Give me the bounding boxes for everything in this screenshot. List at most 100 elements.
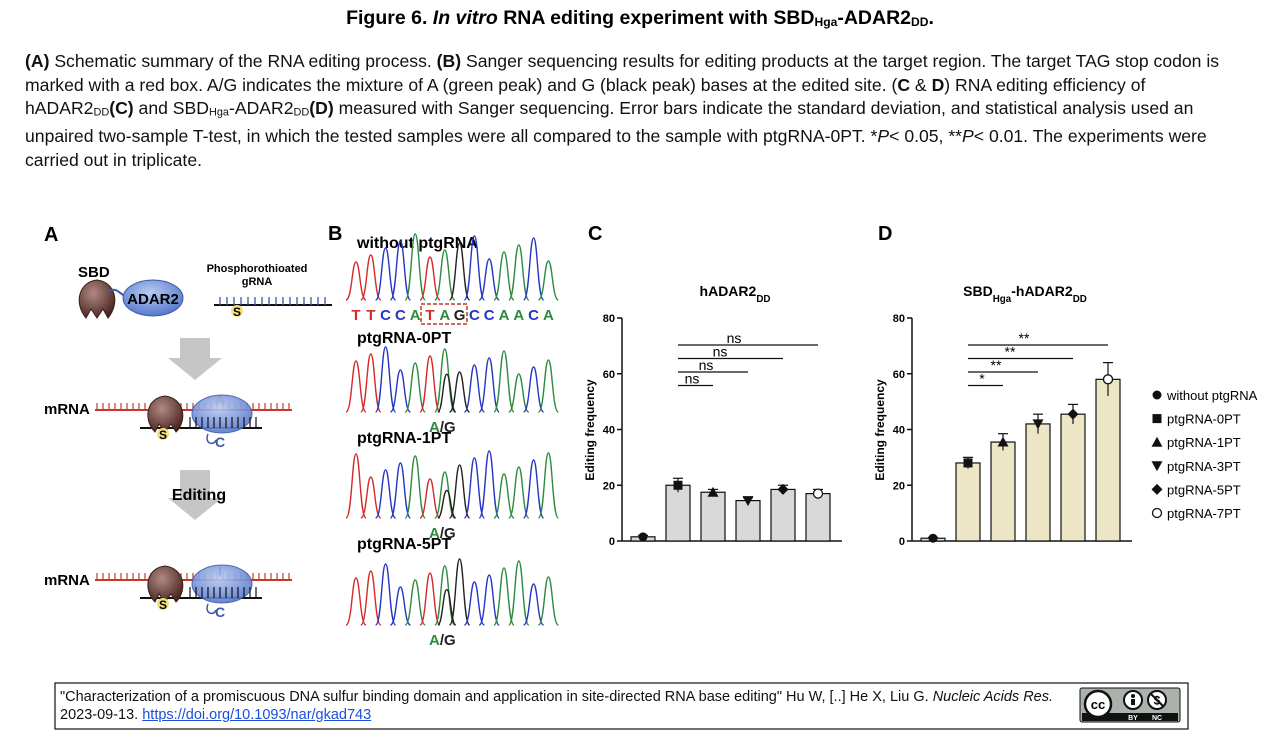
- text-run: Figure 6.: [346, 7, 433, 29]
- peak: [508, 373, 530, 413]
- sequence-base: C: [395, 307, 406, 324]
- mixed-base: A/G: [429, 419, 456, 436]
- base-c: C: [215, 604, 225, 620]
- significance-label: **: [991, 357, 1002, 373]
- y-tick-label: 80: [603, 313, 615, 325]
- sequence-base: G: [454, 307, 466, 324]
- peak: [419, 256, 441, 301]
- s-badge: [231, 305, 243, 317]
- peak: [522, 366, 545, 413]
- base-g: /G: [440, 632, 456, 649]
- text-run: DD: [293, 106, 310, 119]
- peak: [419, 478, 441, 519]
- marker: [997, 436, 1009, 447]
- license-badge: cc $ BY NC: [1079, 687, 1181, 723]
- bar: [665, 484, 691, 542]
- peak: [419, 572, 441, 626]
- peak: [493, 350, 515, 413]
- bar: [1095, 378, 1121, 542]
- peak: [404, 455, 426, 519]
- figure-title: Figure 6. In vitro RNA editing experimen…: [0, 7, 1280, 30]
- peak: [537, 576, 560, 626]
- peak: [345, 453, 367, 519]
- panel-b: B without ptgRNA ptgRNA-0PT ptgRNA-1PT p…: [328, 223, 560, 649]
- panel-a: A SBD ADAR2 Phosphorothioated gRNA S Edi…: [44, 224, 332, 620]
- peak: [437, 373, 457, 413]
- peak: [360, 476, 382, 519]
- peak: [522, 237, 545, 301]
- legend-label: ptgRNA-5PT: [1167, 482, 1241, 497]
- y-tick-label: 80: [893, 313, 905, 325]
- editing-label: Editing: [172, 487, 226, 504]
- marker: [1152, 390, 1162, 400]
- peak: [389, 586, 412, 626]
- peak: [493, 473, 515, 519]
- marker: [638, 532, 648, 542]
- peak: [508, 466, 530, 519]
- cc-label: cc: [1091, 697, 1105, 712]
- text-run: hADAR2: [700, 283, 757, 299]
- sequence-base: A: [410, 307, 421, 324]
- y-tick-label: 0: [609, 536, 615, 548]
- marker: [1151, 483, 1163, 495]
- by-icon-head: [1131, 694, 1135, 698]
- grna-label: Phosphorothioated: [207, 263, 308, 275]
- legend: without ptgRNA ptgRNA-0PT ptgRNA-1PT ptgRNA…: [1151, 388, 1258, 521]
- y-tick-label: 20: [603, 480, 615, 492]
- y-tick-label: 0: [899, 536, 905, 548]
- text-run: SBD: [963, 283, 993, 299]
- peak: [493, 251, 515, 301]
- peak: [374, 247, 397, 301]
- doi-link[interactable]: https://doi.org/10.1093/nar/gkad743: [142, 707, 372, 723]
- peak: [360, 570, 382, 626]
- sequence-base: C: [469, 307, 480, 324]
- sequence-base: T: [425, 307, 434, 324]
- panel-label: A: [44, 224, 58, 246]
- peak: [360, 353, 382, 413]
- text-run: .: [928, 7, 934, 29]
- marker: [707, 486, 719, 497]
- text-run: DD: [93, 106, 110, 119]
- sequence-base: A: [439, 307, 450, 324]
- peak: [493, 567, 515, 626]
- cc-circle: [1083, 689, 1113, 719]
- peak: [448, 558, 471, 626]
- mrna-complex: mRNA A C S: [44, 392, 292, 450]
- peak: [404, 579, 426, 626]
- peak: [404, 362, 426, 413]
- significance-label: **: [1019, 330, 1030, 346]
- significance-label: ns: [685, 371, 700, 387]
- s-label: S: [233, 305, 241, 319]
- legend-label: ptgRNA-3PT: [1167, 459, 1241, 474]
- base-c: C: [215, 434, 225, 450]
- base-a: A: [429, 419, 440, 436]
- grna-ticks: [219, 297, 326, 305]
- text-run: "Characterization of a promiscuous DNA s…: [60, 689, 933, 705]
- peak: [463, 235, 486, 301]
- peak: [478, 574, 500, 626]
- significance-label: ns: [713, 344, 728, 360]
- mixed-base: A/G: [429, 525, 456, 542]
- text-run: In vitro: [432, 7, 498, 29]
- nc-icon-slash: [1149, 692, 1165, 708]
- chart-title: hADAR2DD: [700, 283, 771, 305]
- peak: [478, 258, 500, 301]
- peak: [434, 565, 456, 626]
- peak: [463, 457, 486, 519]
- text-run: RNA editing experiment with SBD: [497, 7, 815, 29]
- bar: [700, 491, 726, 542]
- arrow: [168, 338, 222, 380]
- peak: [537, 260, 560, 301]
- peak: [434, 471, 456, 519]
- text-run: P: [962, 126, 974, 147]
- peak: [522, 583, 545, 626]
- text-run: (B): [436, 51, 462, 71]
- peak: [537, 359, 560, 413]
- peak: [478, 450, 500, 519]
- y-axis-label: Editing frequency: [873, 379, 887, 481]
- base-a: A: [429, 632, 440, 649]
- legend-label: ptgRNA-0PT: [1167, 412, 1241, 427]
- row-label: ptgRNA-5PT: [357, 536, 451, 553]
- citation-date: 2023-09-13.: [60, 707, 143, 723]
